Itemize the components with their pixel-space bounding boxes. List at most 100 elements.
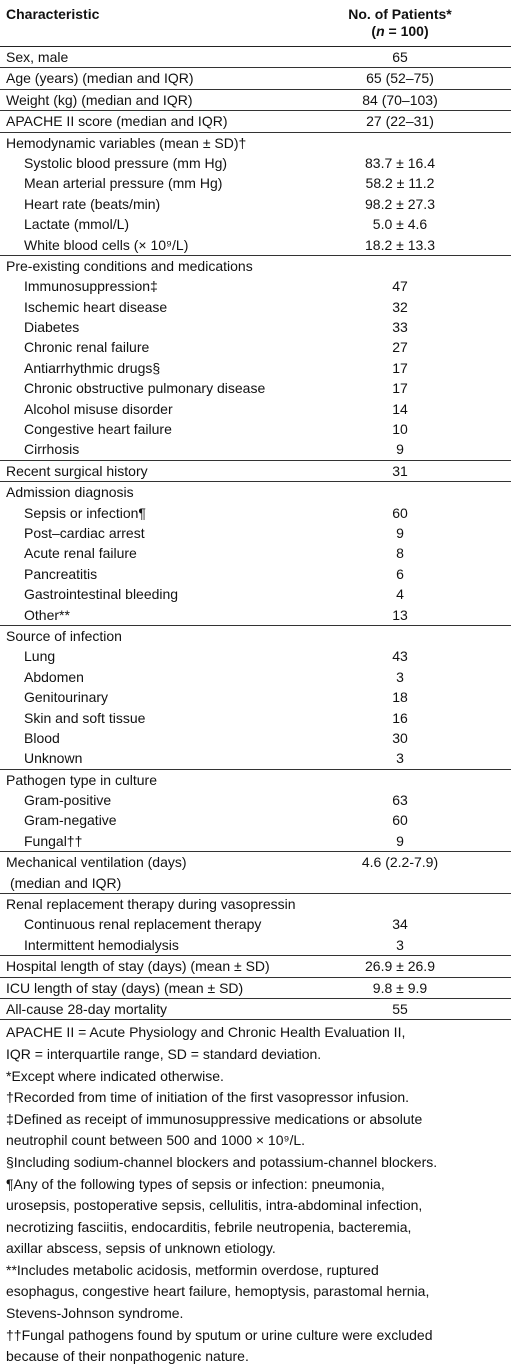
label-cell: Continuous renal replacement therapy: [24, 916, 262, 933]
footnote-line: necrotizing fasciitis, endocarditis, feb…: [6, 1218, 412, 1235]
table-row: Abdomen 3: [0, 667, 511, 687]
value-cell: [300, 626, 500, 646]
label-cell: Intermittent hemodialysis: [24, 936, 179, 953]
value-cell: 10: [392, 421, 408, 438]
value-cell: 34: [392, 916, 408, 933]
table-row: Skin and soft tissue 16: [0, 708, 511, 728]
label-cell: Sex, male: [6, 49, 69, 65]
footnote-line: neutrophil count between 500 and 1000 × …: [6, 1132, 306, 1149]
row-group: Pre-existing conditions and medications I…: [0, 256, 511, 461]
label-cell: Skin and soft tissue: [24, 709, 146, 726]
header-text: n: [376, 23, 385, 39]
footnote-line: APACHE II = Acute Physiology and Chronic…: [6, 1024, 406, 1041]
label-cell: Chronic renal failure: [24, 339, 150, 356]
table-row: Unknown 3: [0, 748, 511, 768]
table-row: Pancreatitis 6: [0, 564, 511, 584]
row-group: APACHE II score (median and IQR) 27 (22–3…: [0, 111, 511, 133]
table-row: Chronic obstructive pulmonary disease 17: [0, 378, 511, 398]
label-cell: Renal replacement therapy during vasopre…: [6, 896, 296, 913]
table-row: Blood 30: [0, 728, 511, 748]
footnote: **Includes metabolic acidosis, metformin…: [6, 1260, 511, 1325]
table-row: Renal replacement therapy during vasopre…: [0, 894, 511, 914]
value-cell: [300, 873, 500, 893]
footnote: ††Fungal pathogens found by sputum or ur…: [6, 1325, 511, 1368]
table-row: Recent surgical history 31: [0, 461, 511, 481]
label-cell: Immunosuppression‡: [24, 278, 158, 295]
footnotes: APACHE II = Acute Physiology and Chronic…: [0, 1020, 511, 1368]
footnote: ‡Defined as receipt of immunosuppressive…: [6, 1109, 511, 1152]
value-cell: 14: [392, 400, 408, 417]
value-cell: 9: [396, 441, 404, 458]
footnote: †Recorded from time of initiation of the…: [6, 1087, 511, 1109]
table-row: Admission diagnosis: [0, 482, 511, 502]
label-cell: Systolic blood pressure (mm Hg): [24, 154, 228, 171]
value-cell: 3: [396, 668, 404, 685]
table-row: Cirrhosis 9: [0, 439, 511, 459]
label-cell: Acute renal failure: [24, 545, 137, 562]
value-cell: 4: [396, 586, 404, 603]
value-cell: 17: [392, 359, 408, 376]
footnote-line: §Including sodium-channel blockers and p…: [6, 1153, 438, 1170]
table-row: Post–cardiac arrest 9: [0, 523, 511, 543]
value-cell: 26.9 ± 26.9: [365, 958, 435, 975]
label-cell: Gastrointestinal bleeding: [24, 586, 179, 603]
label-cell: Heart rate (beats/min): [24, 195, 161, 212]
table-row: Gram-negative 60: [0, 810, 511, 830]
value-cell: 16: [392, 709, 408, 726]
label-cell: Lung: [24, 648, 56, 665]
row-group: Source of infection Lung 43 Abdomen 3 Genitou…: [0, 626, 511, 770]
value-cell: 6: [396, 565, 404, 582]
value-cell: 32: [392, 298, 408, 315]
value-cell: 9.8 ± 9.9: [372, 979, 428, 996]
table-row: Weight (kg) (median and IQR) 84 (70–103): [0, 90, 511, 110]
table-row: Lactate (mmol/L) 5.0 ± 4.6: [0, 214, 511, 234]
row-group: Mechanical ventilation (days) 4.6 (2.2-7.…: [0, 852, 511, 895]
footnote-line: ‡Defined as receipt of immunosuppressive…: [6, 1110, 423, 1127]
footnote-line: **Includes metabolic acidosis, metformin…: [6, 1261, 379, 1278]
label-cell: Pancreatitis: [24, 565, 98, 582]
label-cell: Cirrhosis: [24, 441, 80, 458]
row-group: All-cause 28-day mortality 55: [0, 999, 511, 1021]
value-cell: 60: [392, 504, 408, 521]
label-cell: White blood cells (× 10⁹/L): [24, 236, 189, 253]
footnote: APACHE II = Acute Physiology and Chronic…: [6, 1022, 511, 1065]
value-cell: 3: [396, 750, 404, 767]
value-cell: 3: [396, 936, 404, 953]
row-group: ICU length of stay (days) (mean ± SD) 9.8…: [0, 978, 511, 999]
label-cell: Antiarrhythmic drugs§: [24, 359, 161, 376]
table-row: (median and IQR): [0, 873, 511, 893]
footnote-line: *Except where indicated otherwise.: [6, 1067, 224, 1084]
value-cell: [300, 894, 500, 914]
table-row: Mean arterial pressure (mm Hg) 58.2 ± 11.…: [0, 173, 511, 193]
row-group: Admission diagnosis Sepsis or infection¶ 6…: [0, 482, 511, 626]
footnote-line: esophagus, congestive heart failure, hem…: [6, 1283, 430, 1300]
table-row: Pre-existing conditions and medications: [0, 256, 511, 276]
table-row: Intermittent hemodialysis 3: [0, 935, 511, 955]
footnote: §Including sodium-channel blockers and p…: [6, 1152, 511, 1174]
table-row: Ischemic heart disease 32: [0, 297, 511, 317]
table-row: Age (years) (median and IQR) 65 (52–75): [0, 68, 511, 88]
footnote: *Except where indicated otherwise.: [6, 1066, 511, 1088]
header-text: No. of Patients*: [348, 6, 452, 22]
label-cell: Diabetes: [24, 319, 80, 336]
table-row: Acute renal failure 8: [0, 543, 511, 563]
table-row: White blood cells (× 10⁹/L) 18.2 ± 13.3: [0, 235, 511, 255]
value-cell: 83.7 ± 16.4: [365, 154, 435, 171]
value-cell: 27 (22–31): [366, 113, 434, 130]
table-row: Antiarrhythmic drugs§ 17: [0, 358, 511, 378]
label-cell: Recent surgical history: [6, 462, 148, 479]
label-cell: Gram-negative: [24, 812, 117, 829]
table-row: Sepsis or infection¶ 60: [0, 503, 511, 523]
label-cell: Genitourinary: [24, 689, 109, 706]
value-cell: 18: [392, 689, 408, 706]
row-group: Weight (kg) (median and IQR) 84 (70–103): [0, 90, 511, 112]
table-header: Characteristic No. of Patients* (n = 100…: [0, 0, 511, 47]
value-cell: 31: [392, 462, 408, 479]
table-row: APACHE II score (median and IQR) 27 (22–3…: [0, 111, 511, 131]
footnote-line: because of their nonpathogenic nature.: [6, 1348, 249, 1365]
label-cell: Weight (kg) (median and IQR): [6, 91, 193, 108]
label-cell: Other**: [24, 606, 70, 623]
value-cell: 18.2 ± 13.3: [365, 236, 435, 253]
value-cell: 84 (70–103): [362, 91, 438, 108]
